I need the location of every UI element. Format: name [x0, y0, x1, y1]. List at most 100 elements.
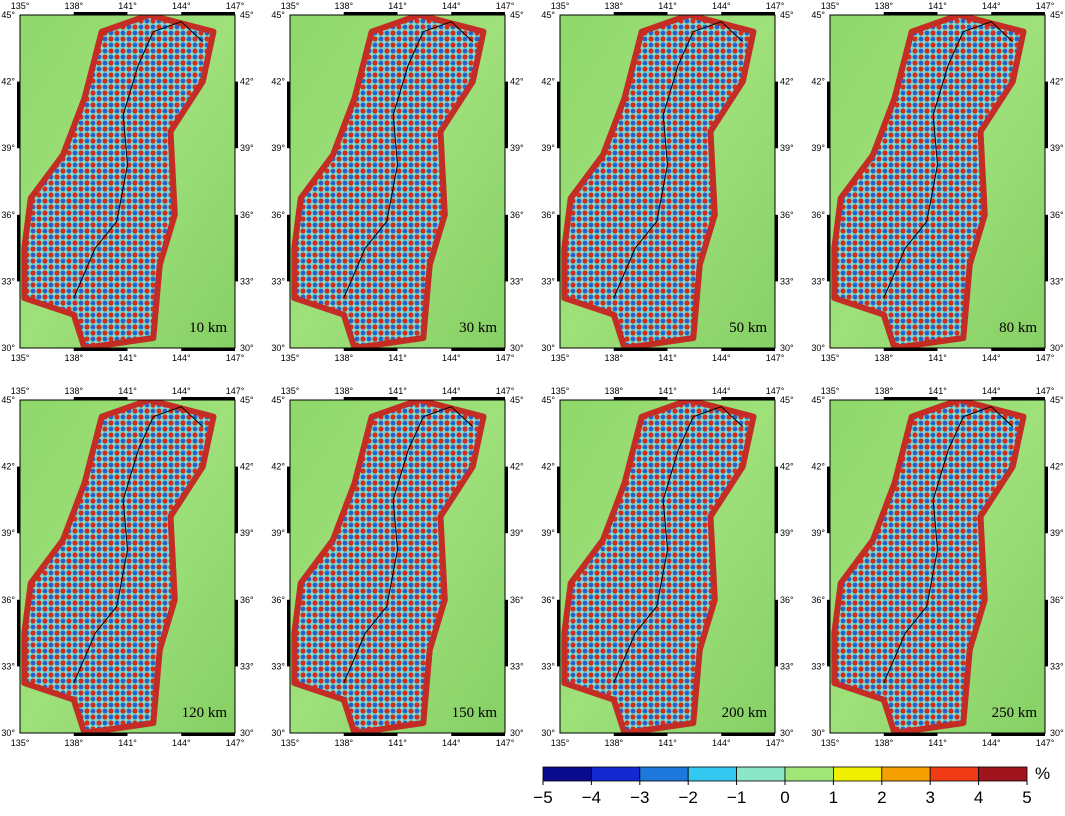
lat-tick-label: 33°	[240, 276, 254, 286]
lat-tick-label: 36°	[510, 595, 524, 605]
lon-tick-label: 141°	[118, 738, 137, 748]
lat-tick-label: 45°	[811, 10, 825, 20]
colorbar-swatch	[833, 766, 883, 782]
frame-bar	[557, 466, 560, 534]
lat-tick-label: 42°	[811, 77, 825, 87]
frame-bar	[235, 466, 238, 534]
lat-tick-label: 42°	[271, 462, 285, 472]
lon-tick-label: 147°	[496, 738, 515, 748]
frame-bar	[287, 466, 290, 534]
lat-tick-label: 39°	[510, 143, 524, 153]
lon-tick-label: 138°	[604, 386, 623, 396]
lon-tick-label: 135°	[551, 738, 570, 748]
lat-tick-label: 30°	[271, 728, 285, 738]
anomaly-region	[21, 15, 217, 348]
lon-tick-label: 144°	[982, 738, 1001, 748]
lat-tick-label: 45°	[1050, 395, 1064, 405]
lon-tick-label: 144°	[172, 353, 191, 363]
colorbar-tick-label: −2	[679, 788, 698, 807]
lon-tick-label: 141°	[388, 738, 407, 748]
map-panel: 135° 135° 138° 138° 141° 141° 144° 144° 147° 147°…	[271, 386, 524, 748]
lat-tick-label: 30°	[1, 728, 15, 738]
lat-tick-label: 36°	[811, 210, 825, 220]
lon-tick-label: 147°	[226, 1, 245, 11]
lat-tick-label: 30°	[1, 343, 15, 353]
lon-tick-label: 135°	[11, 738, 30, 748]
frame-bar	[505, 599, 508, 667]
lon-tick-label: 144°	[712, 386, 731, 396]
lat-tick-label: 30°	[780, 728, 794, 738]
frame-bar	[73, 348, 128, 351]
lat-tick-label: 30°	[541, 728, 555, 738]
lat-tick-label: 33°	[541, 276, 555, 286]
frame-bar	[827, 466, 830, 534]
lat-tick-label: 33°	[780, 276, 794, 286]
depth-label: 50 km	[729, 320, 767, 336]
frame-bar	[451, 733, 505, 736]
frame-bar	[883, 733, 938, 736]
lat-tick-label: 30°	[1050, 343, 1064, 353]
frame-bar	[17, 214, 20, 282]
lon-tick-label: 135°	[281, 353, 300, 363]
coastline	[613, 406, 744, 684]
lon-tick-label: 141°	[118, 386, 137, 396]
lon-tick-label: 138°	[334, 1, 353, 11]
lon-tick-label: 144°	[172, 386, 191, 396]
frame-bar	[235, 214, 238, 282]
colorbar-swatch	[881, 766, 931, 782]
lat-tick-label: 36°	[240, 595, 254, 605]
anomaly-region	[561, 400, 757, 733]
lat-tick-label: 36°	[780, 210, 794, 220]
lon-tick-label: 138°	[64, 738, 83, 748]
colorbar-swatch	[929, 766, 980, 782]
frame-bar	[1045, 81, 1048, 149]
depth-label: 120 km	[182, 705, 228, 721]
colorbar-tick-label: 1	[829, 788, 838, 807]
anomaly-region	[291, 15, 487, 348]
lon-tick-label: 144°	[982, 386, 1001, 396]
frame-bar	[827, 214, 830, 282]
depth-label: 10 km	[189, 320, 227, 336]
lat-tick-label: 33°	[271, 661, 285, 671]
lat-tick-label: 42°	[1050, 77, 1064, 87]
lon-tick-label: 138°	[334, 738, 353, 748]
colorbar-tick-label: −4	[582, 788, 601, 807]
lat-tick-label: 33°	[510, 276, 524, 286]
colorbar-swatch	[978, 766, 1028, 782]
lat-tick-label: 36°	[271, 210, 285, 220]
lat-tick-label: 39°	[541, 143, 555, 153]
lat-tick-label: 45°	[780, 395, 794, 405]
coastline	[343, 21, 474, 299]
lat-tick-label: 30°	[811, 728, 825, 738]
colorbar-tick-label: 2	[877, 788, 886, 807]
lon-tick-label: 138°	[334, 353, 353, 363]
lon-tick-label: 141°	[928, 738, 947, 748]
frame-bar	[505, 214, 508, 282]
colorbar-tick-label: 5	[1022, 788, 1031, 807]
map-panel: 135° 135° 138° 138° 141° 141° 144° 144° 147° 147°…	[1, 1, 254, 363]
frame-bar	[613, 348, 668, 351]
lat-tick-label: 45°	[541, 395, 555, 405]
lat-tick-label: 30°	[510, 343, 524, 353]
lon-tick-label: 144°	[982, 1, 1001, 11]
frame-bar	[505, 81, 508, 149]
lat-tick-label: 33°	[780, 661, 794, 671]
frame-bar	[181, 348, 235, 351]
lat-tick-label: 30°	[240, 343, 254, 353]
lat-tick-label: 45°	[1, 10, 15, 20]
lon-tick-label: 147°	[766, 353, 785, 363]
lat-tick-label: 36°	[510, 210, 524, 220]
lat-tick-label: 33°	[811, 276, 825, 286]
coastline	[883, 21, 1014, 299]
lat-tick-label: 45°	[240, 10, 254, 20]
lon-tick-label: 138°	[604, 1, 623, 11]
lat-tick-label: 45°	[271, 395, 285, 405]
lat-tick-label: 30°	[271, 343, 285, 353]
frame-bar	[343, 348, 398, 351]
lon-tick-label: 147°	[1036, 386, 1055, 396]
lon-tick-label: 138°	[64, 353, 83, 363]
lon-tick-label: 135°	[821, 738, 840, 748]
lat-tick-label: 42°	[1, 462, 15, 472]
frame-bar	[827, 599, 830, 667]
